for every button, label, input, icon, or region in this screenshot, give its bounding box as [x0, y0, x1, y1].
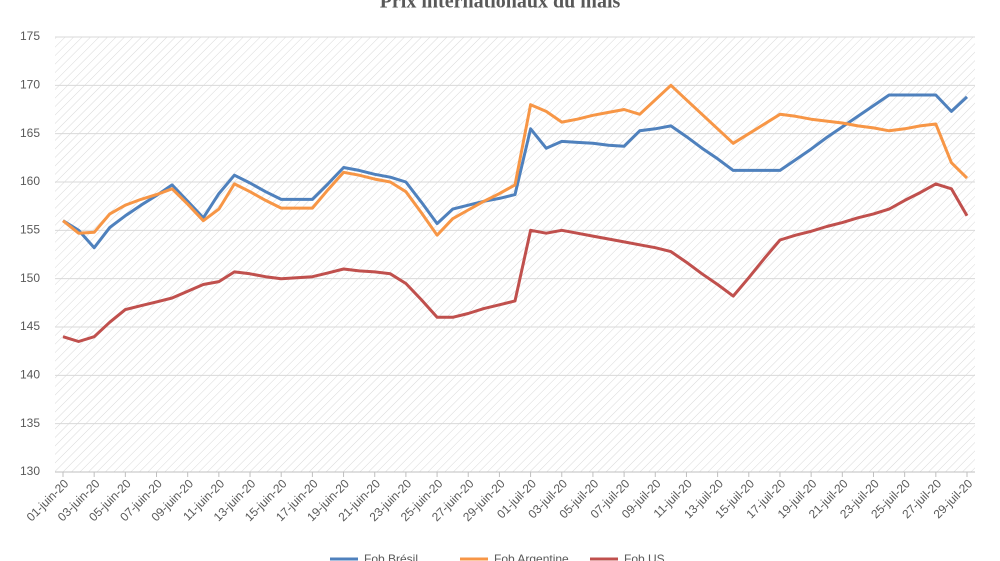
y-tick-label: 150	[20, 271, 40, 285]
y-tick-label: 155	[20, 223, 40, 237]
chart-title: Prix internationaux du maïs	[380, 0, 621, 13]
y-tick-label: 165	[20, 126, 40, 140]
y-tick-label: 160	[20, 174, 40, 188]
y-tick-label: 135	[20, 416, 40, 430]
legend-label: Fob Argentine	[494, 552, 569, 561]
series-line	[62, 83, 969, 237]
plot-area	[55, 37, 975, 472]
y-tick-label: 130	[20, 464, 40, 478]
y-tick-label: 145	[20, 319, 40, 333]
series-line	[62, 182, 969, 343]
y-tick-label: 175	[20, 29, 40, 43]
y-tick-label: 170	[20, 78, 40, 92]
y-tick-label: 140	[20, 368, 40, 382]
legend-label: Fob Brésil	[364, 552, 418, 561]
legend-label: Fob US	[624, 552, 665, 561]
series-line	[62, 93, 969, 250]
